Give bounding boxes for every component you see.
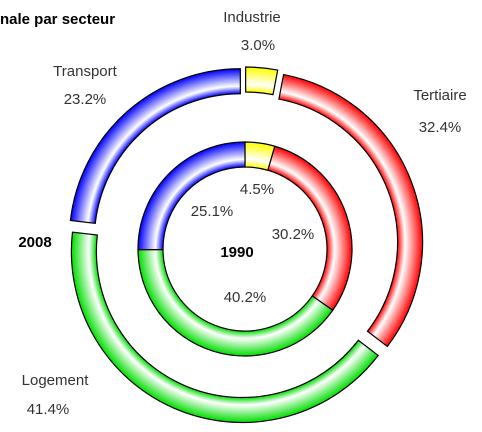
value-label: 25.1% xyxy=(191,203,234,220)
donut-segment xyxy=(137,141,246,251)
value-label: 23.2% xyxy=(64,91,107,108)
category-label: Tertiaire xyxy=(413,87,466,104)
value-label: 30.2% xyxy=(272,226,315,243)
series-label: 2008 xyxy=(18,234,51,251)
chart-title: nale par secteur xyxy=(0,11,115,28)
donut-segment xyxy=(70,231,379,424)
value-label: 4.5% xyxy=(240,181,274,198)
value-label: 3.0% xyxy=(241,37,275,54)
category-label: Transport xyxy=(53,63,117,80)
donut-segment xyxy=(245,66,279,96)
donut-segment xyxy=(278,73,424,348)
value-label: 40.2% xyxy=(224,289,267,306)
donut-segment xyxy=(69,68,241,224)
category-label: Logement xyxy=(22,372,90,389)
category-label: Industrie xyxy=(223,9,281,26)
series-label: 1990 xyxy=(220,244,253,261)
value-label: 41.4% xyxy=(27,401,70,418)
value-label: 32.4% xyxy=(419,119,462,136)
